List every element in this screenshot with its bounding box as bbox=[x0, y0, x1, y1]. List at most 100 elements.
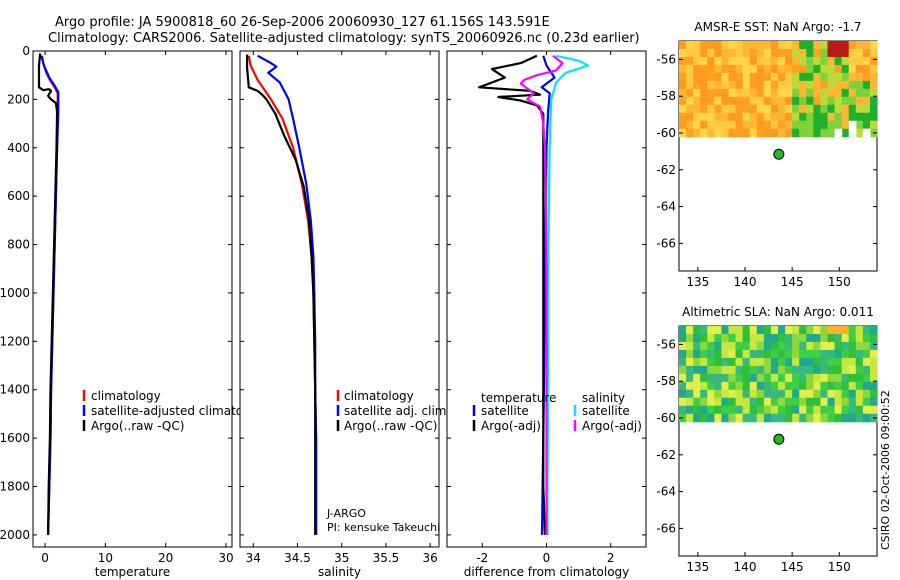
map-cell bbox=[820, 120, 829, 130]
map-cell bbox=[693, 333, 701, 343]
map-cell bbox=[834, 48, 843, 58]
map-cell bbox=[834, 96, 843, 106]
map-cell bbox=[693, 104, 701, 114]
y-tick-label: -64 bbox=[656, 485, 676, 499]
map-cell bbox=[869, 48, 878, 58]
map-cell bbox=[749, 96, 758, 106]
map-cell bbox=[820, 48, 829, 58]
map-cell bbox=[714, 41, 723, 50]
map-cell bbox=[686, 112, 694, 122]
map-cell bbox=[728, 349, 737, 359]
map-cell bbox=[799, 341, 807, 351]
map-cell bbox=[679, 381, 687, 391]
map-cell bbox=[778, 405, 786, 415]
map-cell bbox=[792, 112, 800, 122]
map-cell bbox=[869, 405, 878, 415]
map-cell bbox=[693, 373, 701, 383]
map-cell bbox=[700, 349, 708, 359]
map-cell bbox=[686, 365, 694, 375]
map-cell bbox=[834, 389, 843, 399]
map-cell bbox=[827, 64, 836, 74]
map-cell bbox=[763, 88, 772, 98]
map-cell bbox=[862, 64, 871, 74]
map-cell bbox=[749, 88, 758, 98]
map-cell bbox=[721, 365, 730, 375]
map-cell bbox=[778, 381, 786, 391]
map-title: Altimetric SLA: NaN Argo: 0.011 bbox=[682, 305, 874, 319]
map-cell bbox=[721, 373, 730, 383]
map-cell bbox=[820, 381, 829, 391]
map-cell bbox=[742, 120, 751, 130]
map-cell bbox=[700, 88, 708, 98]
map-cell bbox=[679, 333, 687, 343]
map-cell bbox=[792, 48, 800, 58]
map-cell bbox=[778, 72, 786, 82]
map-cell bbox=[806, 326, 814, 335]
map-cell bbox=[855, 381, 864, 391]
map-cell bbox=[714, 341, 723, 351]
map-cell bbox=[813, 405, 822, 415]
map-cell bbox=[792, 389, 800, 399]
map-cell bbox=[686, 405, 694, 415]
map-cell bbox=[735, 41, 744, 50]
map-cell bbox=[714, 64, 723, 74]
map-cell bbox=[742, 357, 751, 367]
map-cell bbox=[792, 88, 800, 98]
map-cell bbox=[756, 405, 765, 415]
map-cell bbox=[785, 128, 793, 138]
map-cell bbox=[749, 365, 758, 375]
map-cell bbox=[827, 48, 836, 58]
map-cell bbox=[770, 112, 779, 122]
map-cell bbox=[770, 104, 779, 114]
map-cell bbox=[869, 349, 878, 359]
map-cell bbox=[834, 88, 843, 98]
map-cell bbox=[714, 373, 723, 383]
map-cell bbox=[848, 72, 857, 82]
map-cell bbox=[792, 381, 800, 391]
map-cell bbox=[855, 80, 864, 90]
map-cell bbox=[756, 349, 765, 359]
map-cell bbox=[693, 72, 701, 82]
map-cell bbox=[862, 56, 871, 66]
map-cell bbox=[862, 48, 871, 58]
map-cell bbox=[756, 112, 765, 122]
x-tick-label: 2 bbox=[607, 551, 615, 565]
map-cell bbox=[763, 357, 772, 367]
map-cell bbox=[785, 405, 793, 415]
map-cell bbox=[834, 373, 843, 383]
map-cell bbox=[841, 341, 850, 351]
plot-frame bbox=[32, 50, 233, 548]
map-cell bbox=[735, 341, 744, 351]
map-cell bbox=[763, 72, 772, 82]
map-cell bbox=[735, 48, 744, 58]
map-cell bbox=[778, 397, 786, 407]
map-cell bbox=[799, 389, 807, 399]
map-cell bbox=[700, 326, 708, 335]
map-cell bbox=[813, 80, 822, 90]
map-cell bbox=[728, 72, 737, 82]
map-cell bbox=[714, 96, 723, 106]
map-cell bbox=[707, 365, 715, 375]
map-cell bbox=[820, 80, 829, 90]
map-cell bbox=[855, 96, 864, 106]
map-cell bbox=[799, 41, 807, 50]
map-cell bbox=[742, 405, 751, 415]
map-cell bbox=[721, 72, 730, 82]
x-axis-label: difference from climatology bbox=[464, 565, 630, 579]
x-tick-label: 145 bbox=[781, 275, 804, 289]
map-cell bbox=[742, 72, 751, 82]
map-cell bbox=[721, 333, 730, 343]
map-cell bbox=[707, 80, 715, 90]
map-cell bbox=[770, 365, 779, 375]
map-cell bbox=[693, 64, 701, 74]
map-cell bbox=[869, 64, 878, 74]
map-cell bbox=[721, 96, 730, 106]
map-cell bbox=[763, 413, 772, 423]
map-cell bbox=[763, 365, 772, 375]
map-cell bbox=[721, 397, 730, 407]
map-cell bbox=[707, 72, 715, 82]
map-cell bbox=[721, 405, 730, 415]
map-cell bbox=[820, 397, 829, 407]
map-cell bbox=[869, 381, 878, 391]
